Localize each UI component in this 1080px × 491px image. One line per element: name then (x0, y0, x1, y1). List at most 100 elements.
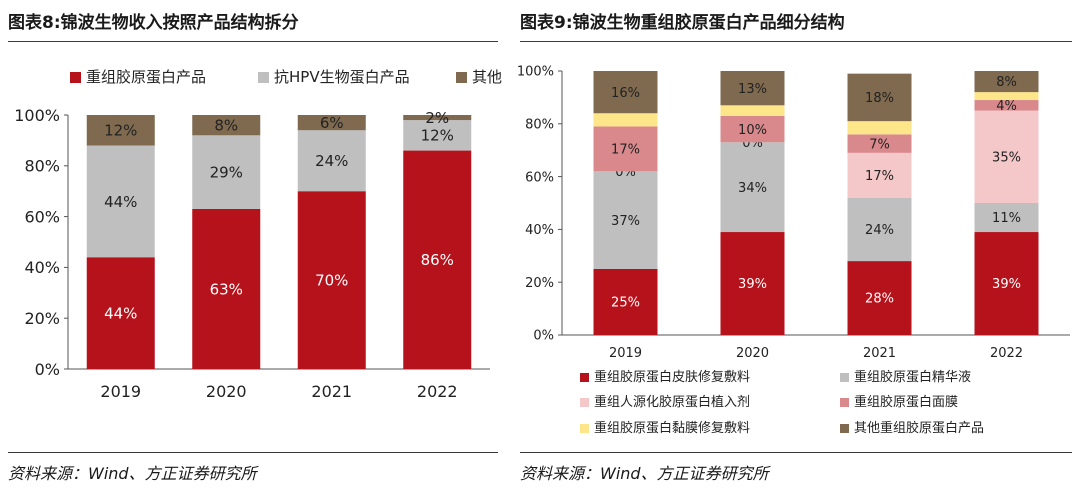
right-bar-segment (974, 203, 1039, 233)
left-legend-label: 其他 (472, 68, 502, 86)
right-legend-swatch (580, 424, 589, 433)
left-legend-label: 抗HPV生物蛋白产品 (274, 68, 410, 86)
right-bar-segment (593, 126, 658, 172)
right-legend-label: 重组胶原蛋白面膜 (854, 394, 958, 410)
left-legend-swatch (70, 72, 81, 83)
right-data-label: 39% (738, 277, 767, 292)
right-data-label: 8% (996, 75, 1017, 90)
right-legend-swatch (580, 398, 589, 407)
left-y-tick-label: 100% (14, 106, 60, 125)
right-legend-label: 重组胶原蛋白黏膜修复敷料 (594, 420, 750, 436)
left-x-tick-label: 2019 (100, 382, 141, 401)
right-x-tick-label: 2022 (990, 346, 1023, 361)
right-x-tick-label: 2021 (863, 346, 896, 361)
left-bar-segment (192, 115, 261, 136)
right-bar-segment (593, 171, 658, 269)
left-legend-swatch (258, 72, 269, 83)
right-legend-swatch (840, 373, 849, 382)
right-legend-label: 其他重组胶原蛋白产品 (854, 420, 984, 436)
right-data-label: 7% (869, 137, 890, 152)
left-bar-segment (403, 120, 472, 151)
left-data-label: 8% (214, 117, 238, 135)
left-data-label: 44% (104, 193, 137, 211)
left-x-tick-label: 2022 (417, 382, 458, 401)
right-legend-swatch (580, 373, 589, 382)
right-bar-segment (847, 73, 912, 122)
right-bar-segment (720, 142, 785, 233)
right-y-tick-label: 80% (525, 117, 554, 132)
left-bar-segment (192, 135, 261, 209)
right-legend-label: 重组人源化胶原蛋白植入剂 (594, 394, 750, 410)
right-legend-swatch (840, 398, 849, 407)
left-data-label: 24% (315, 152, 348, 170)
left-legend-swatch (456, 72, 467, 83)
right-y-tick-label: 0% (533, 329, 554, 344)
left-y-tick-label: 20% (24, 309, 60, 328)
right-data-label: 16% (611, 86, 640, 101)
left-x-tick-label: 2021 (311, 382, 352, 401)
right-data-label: 28% (865, 292, 894, 307)
left-data-label: 86% (421, 251, 454, 269)
left-bar-segment (403, 150, 472, 369)
right-bar-segment (974, 100, 1039, 111)
right-bar-segment (974, 92, 1039, 101)
right-bar-segment (847, 134, 912, 153)
left-data-label: 2% (425, 109, 449, 127)
left-source-note: 资料来源：Wind、方正证券研究所 (8, 464, 257, 483)
right-data-label: 35% (992, 150, 1021, 165)
right-legend-label: 重组胶原蛋白精华液 (854, 369, 971, 385)
left-bar-segment (297, 191, 366, 369)
right-x-tick-label: 2019 (609, 346, 642, 361)
right-data-label: 17% (865, 169, 894, 184)
left-data-label: 6% (320, 114, 344, 132)
right-stacked-bar-chart: 0%20%40%60%80%100%25%37%0%17%16%201939%3… (517, 65, 1070, 436)
left-title-rule (8, 41, 498, 42)
right-data-label: 39% (992, 277, 1021, 292)
left-data-label: 12% (104, 122, 137, 140)
right-data-label: 13% (738, 82, 767, 97)
right-bar-segment (593, 71, 658, 114)
right-bar-segment (847, 121, 912, 135)
left-bar-segment (86, 115, 155, 146)
left-y-tick-label: 0% (35, 360, 60, 379)
right-data-label: 37% (611, 214, 640, 229)
right-bar-segment (720, 232, 785, 335)
right-y-tick-label: 40% (525, 223, 554, 238)
right-bar-segment (974, 232, 1039, 335)
left-source-rule (8, 452, 498, 453)
left-bar-segment (297, 130, 366, 192)
right-source-note: 资料来源：Wind、方正证券研究所 (520, 464, 769, 483)
left-data-label: 70% (315, 272, 348, 290)
right-data-label: 25% (611, 296, 640, 311)
right-x-tick-label: 2020 (736, 346, 769, 361)
left-data-label: 44% (104, 305, 137, 323)
left-y-tick-label: 40% (24, 258, 60, 277)
right-y-tick-label: 20% (525, 276, 554, 291)
right-bar-segment (720, 105, 785, 116)
right-bar-segment (974, 71, 1039, 93)
left-data-label: 12% (421, 127, 454, 145)
right-data-label: 24% (865, 223, 894, 238)
right-legend-swatch (840, 424, 849, 433)
right-bar-segment (847, 261, 912, 335)
right-data-label: 11% (992, 211, 1021, 226)
right-data-label: 34% (738, 181, 767, 196)
right-legend-label: 重组胶原蛋白皮肤修复敷料 (594, 369, 750, 385)
left-data-label: 29% (210, 164, 243, 182)
left-y-tick-label: 60% (24, 207, 60, 226)
right-data-label: 4% (996, 99, 1017, 114)
right-bar-segment (847, 197, 912, 262)
right-bar-segment (974, 110, 1039, 203)
left-bar-segment (297, 115, 366, 131)
right-y-tick-label: 100% (517, 65, 554, 80)
left-chart-title: 图表8:锦波生物收入按照产品结构拆分 (8, 13, 299, 33)
right-bar-segment (720, 71, 785, 106)
right-y-tick-label: 60% (525, 170, 554, 185)
left-bar-segment (86, 145, 155, 258)
left-data-label: 63% (210, 280, 243, 298)
right-bar-segment (847, 152, 912, 198)
right-bar-segment (593, 113, 658, 127)
right-bar-segment (720, 115, 785, 143)
left-stacked-bar-chart: 0% 20% 40% 60% 80% 100% 44% 44% 12% 2019 63% 29% 8% 2… (14, 68, 502, 401)
left-bar-segment (86, 257, 155, 369)
